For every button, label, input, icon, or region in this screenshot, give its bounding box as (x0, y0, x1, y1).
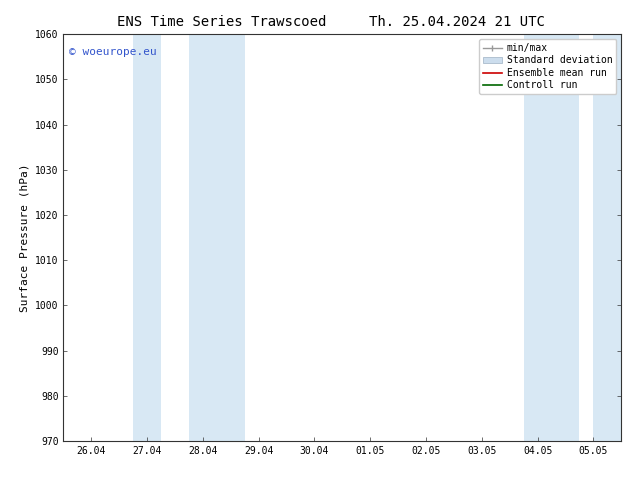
Legend: min/max, Standard deviation, Ensemble mean run, Controll run: min/max, Standard deviation, Ensemble me… (479, 39, 616, 94)
Bar (524, 34, 579, 441)
Y-axis label: Surface Pressure (hPa): Surface Pressure (hPa) (20, 163, 30, 312)
Bar (133, 34, 161, 441)
Text: ENS Time Series Trawscoed: ENS Time Series Trawscoed (117, 15, 327, 29)
Bar (189, 34, 245, 441)
Bar (593, 34, 621, 441)
Text: © woeurope.eu: © woeurope.eu (69, 47, 157, 56)
Text: Th. 25.04.2024 21 UTC: Th. 25.04.2024 21 UTC (368, 15, 545, 29)
